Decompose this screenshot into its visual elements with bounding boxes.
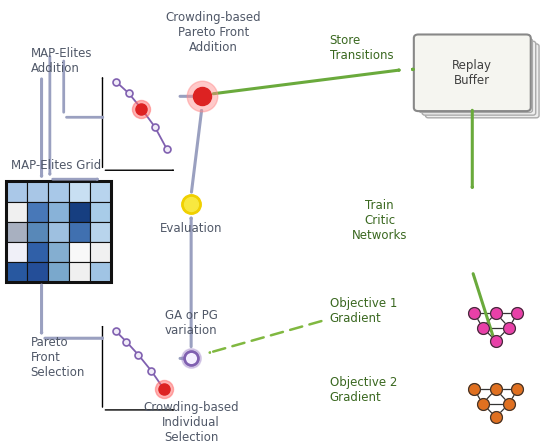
Text: Replay
Buffer: Replay Buffer — [452, 59, 493, 87]
Text: Train
Critic
Networks: Train Critic Networks — [352, 199, 407, 242]
Bar — [48, 202, 69, 222]
Text: MAP-Elites
Addition: MAP-Elites Addition — [30, 47, 92, 75]
Bar — [27, 181, 48, 202]
Bar — [6, 202, 27, 222]
Text: Objective 2
Gradient: Objective 2 Gradient — [330, 376, 397, 404]
FancyBboxPatch shape — [422, 41, 536, 115]
Bar — [90, 242, 111, 262]
Bar — [69, 202, 90, 222]
Bar — [27, 262, 48, 282]
Text: Crowding-based
Pareto Front
Addition: Crowding-based Pareto Front Addition — [166, 11, 261, 54]
Text: MAP-Elites Grid: MAP-Elites Grid — [11, 159, 101, 172]
Bar — [48, 181, 69, 202]
Bar — [6, 181, 111, 282]
Bar — [6, 222, 27, 242]
Bar — [6, 181, 27, 202]
Text: Evaluation: Evaluation — [160, 222, 222, 235]
Bar — [48, 222, 69, 242]
Bar — [69, 242, 90, 262]
Text: Objective 1
Gradient: Objective 1 Gradient — [330, 297, 397, 325]
Bar — [6, 262, 27, 282]
Text: GA or PG
variation: GA or PG variation — [165, 309, 218, 337]
Bar — [48, 262, 69, 282]
Text: Store
Transitions: Store Transitions — [330, 34, 393, 61]
Bar — [6, 242, 27, 262]
Bar — [90, 262, 111, 282]
Text: Crowding-based
Individual
Selection: Crowding-based Individual Selection — [143, 401, 239, 444]
Bar — [27, 202, 48, 222]
FancyBboxPatch shape — [425, 44, 539, 118]
Bar — [90, 202, 111, 222]
Bar — [48, 242, 69, 262]
Bar — [69, 222, 90, 242]
Text: Pareto
Front
Selection: Pareto Front Selection — [30, 336, 85, 379]
Bar — [90, 181, 111, 202]
Bar — [69, 181, 90, 202]
Bar — [90, 222, 111, 242]
FancyBboxPatch shape — [419, 39, 532, 112]
Bar — [27, 242, 48, 262]
Bar — [27, 222, 48, 242]
FancyBboxPatch shape — [414, 34, 531, 111]
Bar — [69, 262, 90, 282]
